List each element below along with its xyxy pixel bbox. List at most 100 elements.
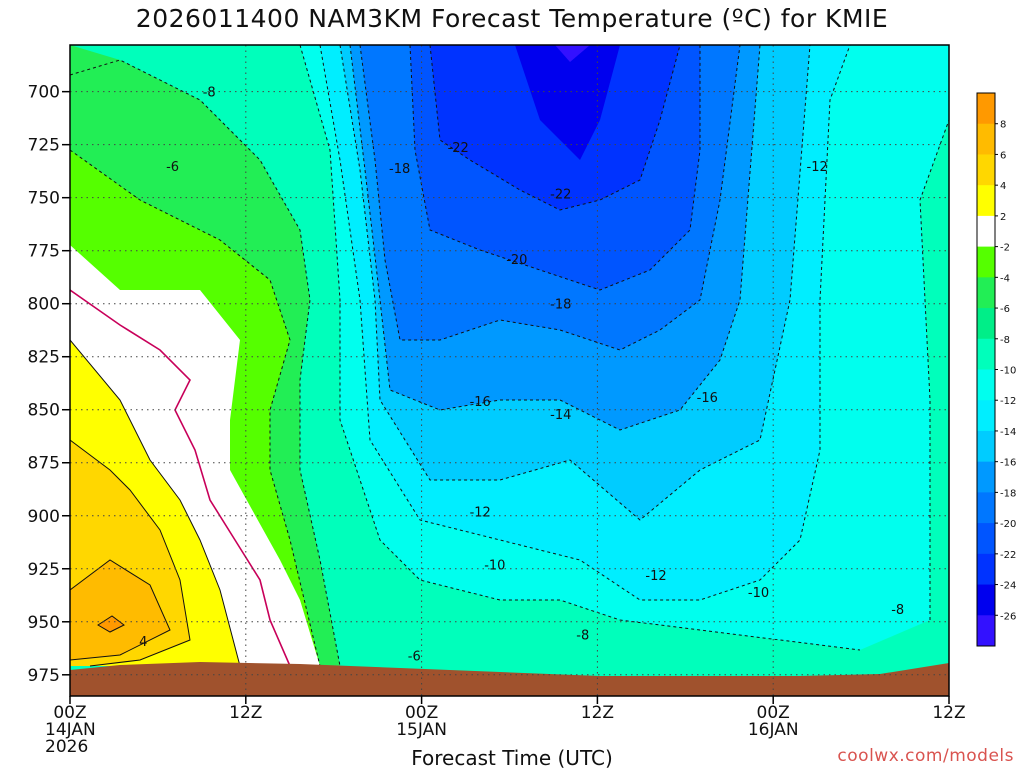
colorbar-label-16: -26 [1000, 611, 1016, 622]
x-tick-label-0-2: 2026 [45, 737, 88, 757]
colorbar-label-5: -4 [1000, 273, 1010, 284]
contour-label-1: -6 [166, 160, 179, 175]
contour-6 [70, 559, 171, 661]
colorbar-swatch-10 [977, 400, 995, 432]
colorbar-label-14: -22 [1000, 550, 1016, 561]
contour-label-11: -12 [470, 506, 491, 521]
y-tick-label-775: 775 [28, 242, 60, 262]
contour-neg6 [70, 149, 321, 667]
colorbar-swatch-7 [977, 308, 995, 340]
contour-neg14 [339, 45, 811, 521]
contour-label-18: 4 [139, 635, 147, 650]
contour-label-13: -12 [645, 569, 666, 584]
contour-8 [97, 615, 125, 633]
contour-label-2: -22 [448, 141, 469, 156]
contour-label-7: -18 [550, 298, 571, 313]
y-tick-label-875: 875 [28, 454, 60, 474]
y-tick-label-975: 975 [28, 666, 60, 686]
contour-label-15: -8 [891, 603, 904, 618]
colorbar-label-6: -6 [1000, 304, 1010, 315]
contour-label-17: -8 [576, 629, 589, 644]
colorbar-swatch-15 [977, 553, 995, 586]
y-tick-label-950: 950 [28, 613, 60, 633]
plot-border [69, 44, 950, 697]
contour-neg16 [349, 45, 761, 431]
x-tick-label-4-0: 00Z [757, 703, 790, 723]
contour-labels: -8 -6 -22 -18 -22 -12 -20 -18 -16 -14 -16 -12 -10 -12… [139, 86, 904, 665]
colorbar-swatch-2 [977, 154, 995, 186]
x-tick-label-4-1: 16JAN [748, 720, 799, 740]
band-neg24-region [515, 45, 620, 160]
colorbar-label-15: -24 [1000, 581, 1016, 592]
colorbar-label-4: -2 [1000, 243, 1010, 254]
x-tick-label-2-0: 00Z [405, 703, 438, 723]
contour-label-14: -10 [748, 586, 769, 601]
contour-label-0: -8 [203, 86, 216, 101]
y-tick-label-925: 925 [28, 560, 60, 580]
x-tick-label-2-1: 15JAN [396, 720, 447, 740]
colorbar-swatch-3 [977, 185, 995, 217]
contour-label-16: -6 [408, 650, 421, 665]
x-tick-label-0-0: 00Z [53, 703, 86, 723]
x-tick-label-3-0: 12Z [581, 703, 614, 723]
contour-neg18 [359, 45, 741, 351]
y-tick-label-725: 725 [28, 136, 60, 156]
contour-neg10 [299, 45, 861, 651]
colorbar-swatch-14 [977, 523, 995, 555]
contour-4 [70, 439, 191, 667]
colorbar: 8 6 4 2 -2 -4 -6 -8 -10 -12 -14 -16 -18 -20 -22 -24 -26 [976, 92, 1016, 647]
contour-label-3: -18 [389, 162, 410, 177]
colorbar-swatch-9 [977, 369, 995, 401]
colorbar-swatch-16 [977, 584, 995, 616]
contour-neg10-right [919, 119, 949, 620]
colorbar-label-1: 6 [1000, 150, 1006, 161]
y-tick-label-700: 700 [28, 83, 60, 103]
contour-label-5: -12 [807, 160, 828, 175]
x-tick-label-0-1: 14JAN [45, 720, 96, 740]
x-tick-label-1-0: 12Z [229, 703, 262, 723]
y-tick-label-750: 750 [28, 189, 60, 209]
colorbar-label-11: -16 [1000, 458, 1016, 469]
contour-neg8 [70, 59, 341, 667]
y-axis: 700 725 750 775 800 825 850 875 900 925 950 975 [28, 83, 70, 686]
colorbar-swatch-13 [977, 492, 995, 524]
colorbar-label-7: -8 [1000, 335, 1010, 346]
contour-label-9: -14 [550, 408, 571, 423]
credit-text: coolwx.com/models [837, 746, 1014, 766]
colorbar-swatch-1 [977, 123, 995, 155]
colorbar-swatch-17 [977, 615, 995, 647]
band-neg26-region [555, 45, 590, 62]
contour-zero [70, 289, 291, 667]
x-tick-label-5-0: 12Z [932, 703, 965, 723]
colorbar-label-2: 4 [1000, 181, 1006, 192]
ground-terrain [70, 662, 949, 696]
grid-lines [70, 45, 949, 696]
colorbar-label-9: -12 [1000, 396, 1016, 407]
y-tick-label-900: 900 [28, 507, 60, 527]
colorbar-swatch-12 [977, 461, 995, 493]
contour-label-8: -16 [470, 395, 491, 410]
colorbar-label-12: -18 [1000, 488, 1016, 499]
colorbar-swatch-11 [977, 430, 995, 463]
colorbar-swatch-0 [977, 93, 995, 125]
colorbar-label-10: -14 [1000, 427, 1016, 438]
contour-2 [70, 339, 241, 667]
colorbar-swatch-5 [977, 246, 995, 278]
colorbar-label-13: -20 [1000, 519, 1016, 530]
chart-title: 2026011400 NAM3KM Forecast Temperature (… [135, 4, 889, 33]
y-tick-label-850: 850 [28, 401, 60, 421]
contour-label-6: -20 [506, 253, 527, 268]
colorbar-swatch-4 [977, 215, 995, 248]
y-tick-label-800: 800 [28, 295, 60, 315]
band-6-region [70, 560, 170, 660]
contour-label-12: -10 [484, 559, 505, 574]
contour-label-10: -16 [697, 391, 718, 406]
contour-neg22 [429, 45, 681, 211]
colorbar-label-0: 8 [1000, 120, 1006, 131]
contour-label-4: -22 [550, 187, 571, 202]
colorbar-label-8: -10 [1000, 366, 1016, 377]
plot-area: -8 -6 -22 -18 -22 -12 -20 -18 -16 -14 -16 -12 -10 -12… [70, 45, 949, 696]
contour-neg20 [409, 45, 701, 291]
